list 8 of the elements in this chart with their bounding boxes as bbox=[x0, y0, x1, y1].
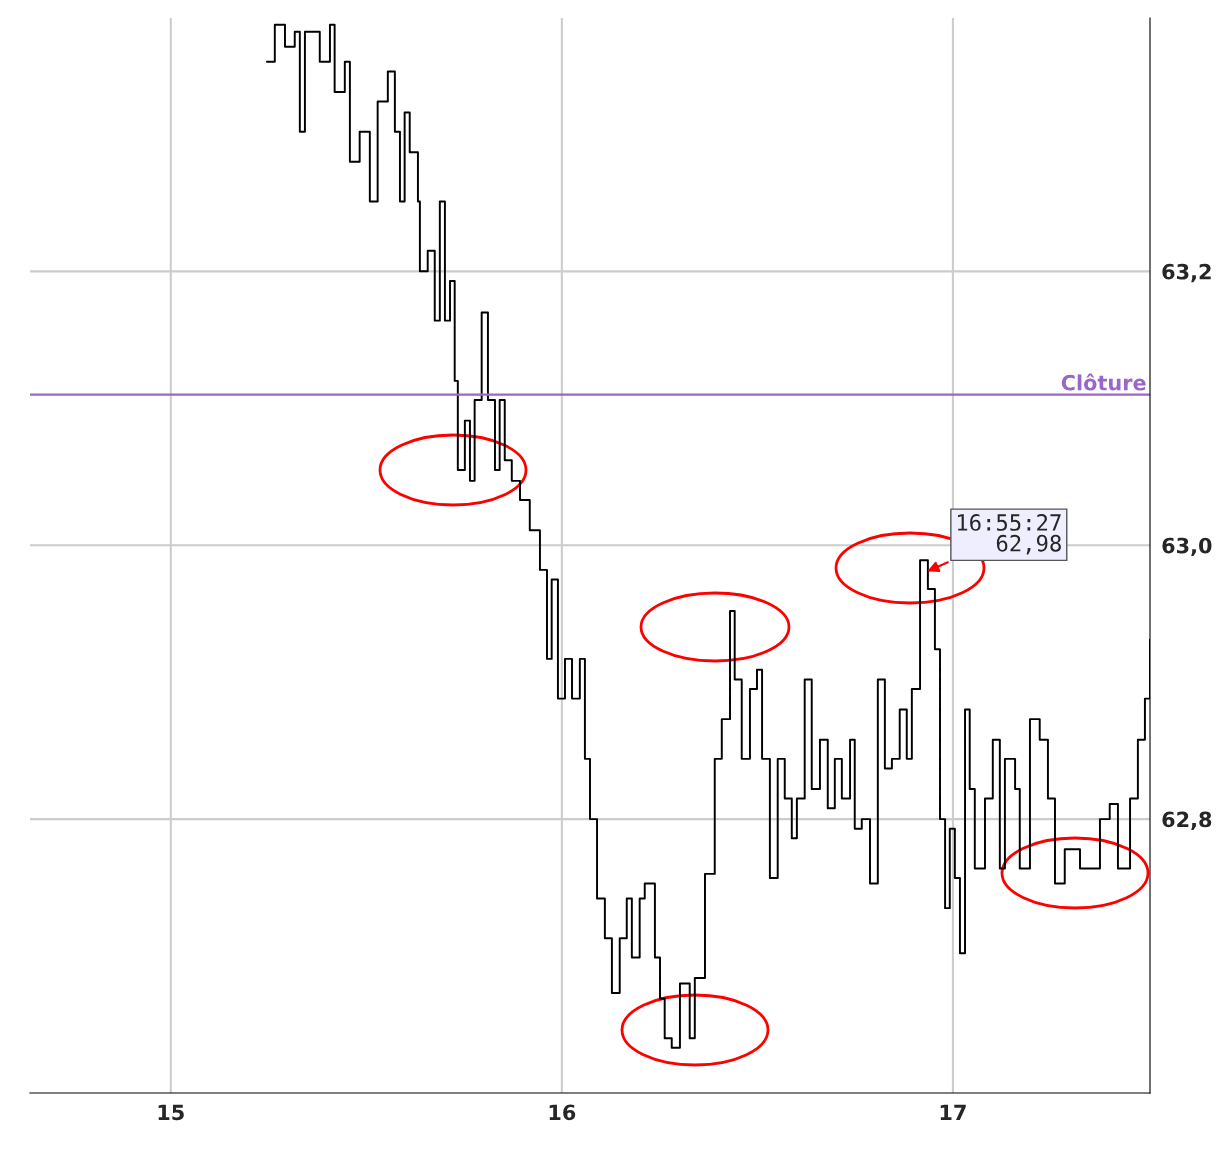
y-tick-label: 63,2 bbox=[1162, 263, 1211, 283]
y-tick-label: 62,8 bbox=[1162, 811, 1212, 830]
ref-line-label: Clôture bbox=[1061, 373, 1146, 391]
x-tick-label: 15 bbox=[158, 1104, 184, 1121]
annotation: 16:55:27 62,98 bbox=[957, 514, 1061, 555]
x-tick-label: 17 bbox=[940, 1104, 966, 1120]
y-tick-label: 63,0 bbox=[1162, 537, 1212, 557]
x-tick-label: 16 bbox=[549, 1104, 576, 1121]
